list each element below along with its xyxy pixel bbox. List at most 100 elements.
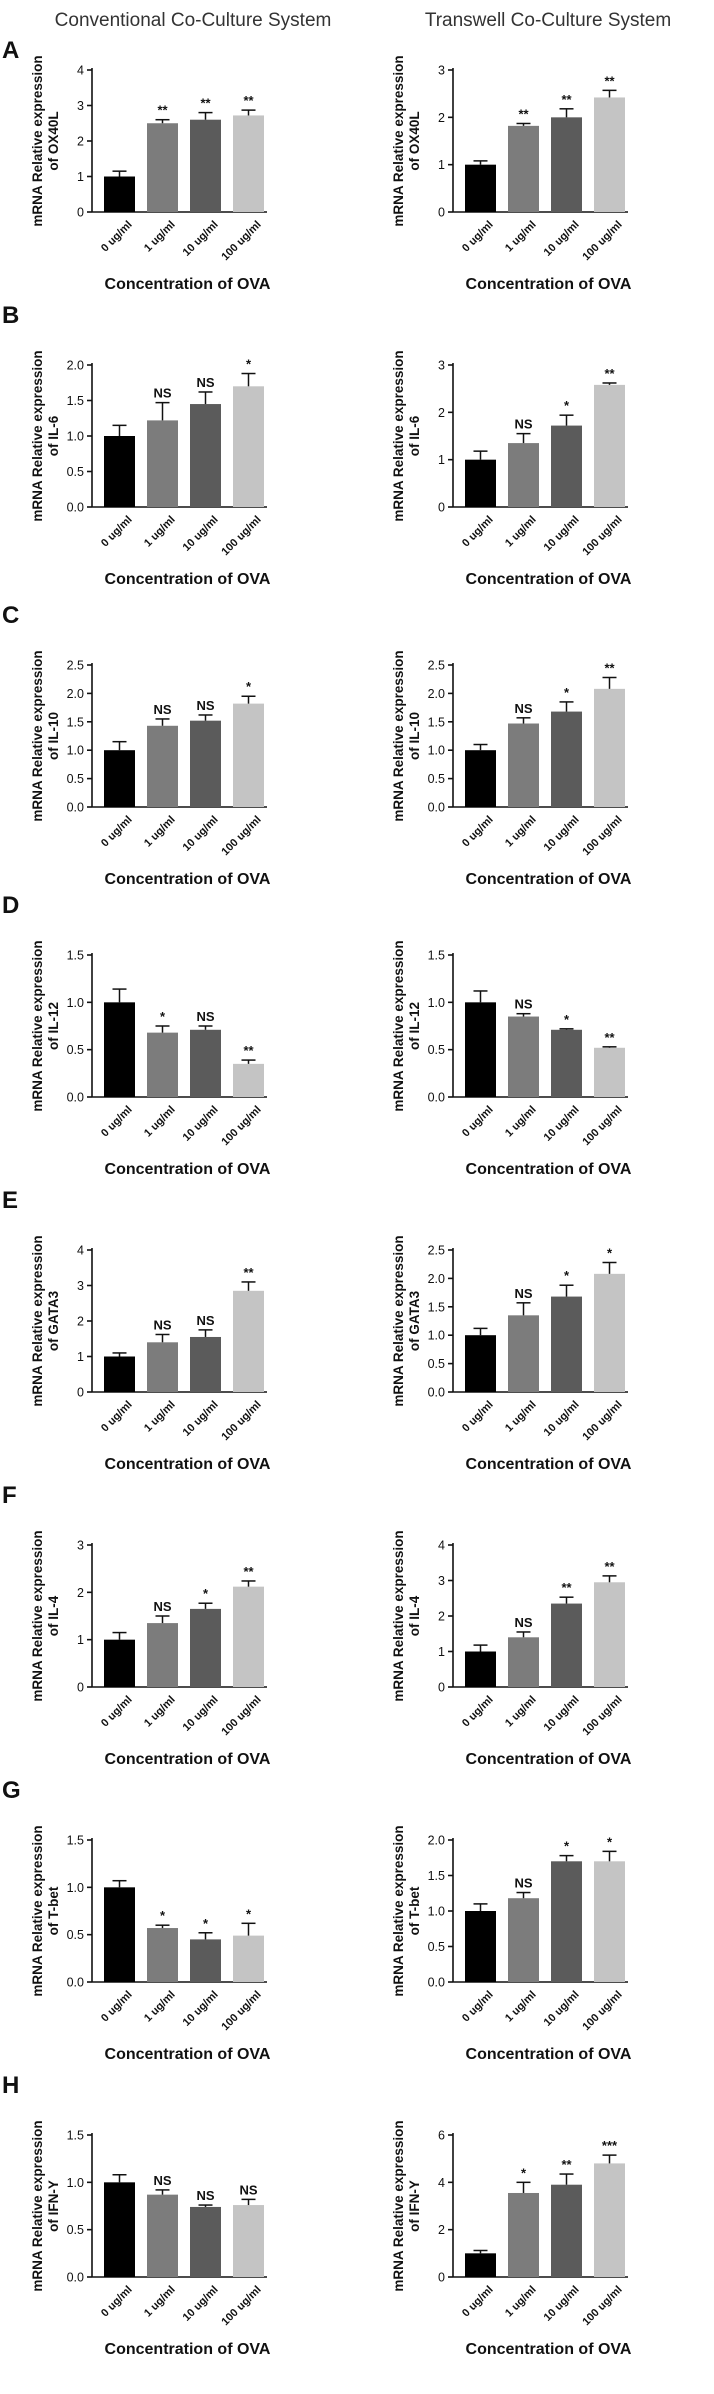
y-axis-label: mRNA Relative expressionof IL-10 — [30, 650, 61, 821]
significance-label: ** — [157, 103, 168, 118]
significance-label: NS — [514, 1615, 532, 1630]
category-label: 100 ug/ml — [219, 514, 263, 558]
x-axis-label: Concentration of OVA — [466, 1456, 632, 1473]
y-tick-label: 2.5 — [428, 659, 445, 673]
category-label: 10 ug/ml — [181, 814, 221, 854]
bar — [465, 1335, 496, 1392]
significance-label: ** — [604, 1030, 615, 1045]
bar — [508, 2192, 539, 2277]
significance-label: *** — [602, 2138, 618, 2153]
y-tick-label: 1.0 — [67, 2176, 84, 2190]
category-label: 100 ug/ml — [580, 814, 624, 858]
significance-label: ** — [243, 1043, 254, 1058]
category-label: 100 ug/ml — [580, 1694, 624, 1738]
bar — [104, 750, 135, 807]
y-axis-label: mRNA Relative expressionof IL-10 — [391, 650, 422, 821]
category-label: 0 ug/ml — [99, 1399, 135, 1435]
y-tick-label: 1.5 — [67, 394, 84, 408]
bar — [551, 1861, 582, 1982]
category-label: 0 ug/ml — [99, 514, 135, 550]
significance-label: * — [246, 679, 252, 694]
category-label: 100 ug/ml — [219, 814, 263, 858]
x-axis-label: Concentration of OVA — [105, 1456, 271, 1473]
significance-label: ** — [243, 1564, 254, 1579]
y-tick-label: 3 — [438, 64, 445, 78]
y-axis-label: mRNA Relative expressionof T-bet — [30, 1825, 61, 1996]
bar — [551, 425, 582, 507]
significance-label: ** — [243, 93, 254, 108]
category-label: 1 ug/ml — [142, 814, 178, 850]
significance-label: NS — [196, 698, 214, 713]
bar — [147, 1032, 178, 1097]
y-tick-label: 0.5 — [67, 1043, 84, 1057]
y-tick-label: 1 — [77, 170, 84, 184]
category-label: 100 ug/ml — [580, 514, 624, 558]
category-label: 10 ug/ml — [542, 2284, 582, 2324]
bar — [233, 2205, 264, 2277]
bar — [190, 1608, 221, 1687]
bar — [233, 1290, 264, 1392]
bar — [104, 2182, 135, 2277]
y-tick-label: 0.0 — [67, 1976, 84, 1990]
bar — [551, 1296, 582, 1392]
y-tick-label: 1.5 — [428, 1869, 445, 1883]
bar — [104, 436, 135, 507]
panel-h-transwell: mRNA Relative expressionof IFN-Y 0 2 4 6 0 ug… — [391, 2120, 632, 2358]
bar — [465, 164, 496, 212]
bar — [465, 1002, 496, 1097]
significance-label: * — [203, 1916, 209, 1931]
x-axis-label: Concentration of OVA — [466, 1161, 632, 1178]
significance-label: ** — [604, 1559, 615, 1574]
category-label: 1 ug/ml — [142, 219, 178, 255]
category-label: 1 ug/ml — [503, 514, 539, 550]
significance-label: NS — [153, 1599, 171, 1614]
bar — [508, 1898, 539, 1982]
y-tick-label: 3 — [77, 99, 84, 113]
category-label: 1 ug/ml — [142, 1989, 178, 2025]
bar — [465, 1651, 496, 1687]
x-axis-label: Concentration of OVA — [105, 1161, 271, 1178]
category-label: 100 ug/ml — [580, 1399, 624, 1443]
y-tick-label: 2.0 — [428, 1272, 445, 1286]
bar — [508, 1637, 539, 1687]
category-label: 10 ug/ml — [542, 514, 582, 554]
bar — [594, 384, 625, 507]
significance-label: * — [160, 1908, 166, 1923]
bar — [465, 750, 496, 807]
category-label: 100 ug/ml — [580, 1989, 624, 2033]
y-axis-label: mRNA Relative expressionof OX40L — [30, 55, 61, 226]
y-tick-label: 1.0 — [67, 1881, 84, 1895]
category-label: 10 ug/ml — [181, 1104, 221, 1144]
significance-label: ** — [243, 1265, 254, 1280]
significance-label: * — [246, 1906, 252, 1921]
panel-b-transwell: mRNA Relative expressionof IL-6 0 1 2 3 0 ug/… — [391, 350, 632, 588]
y-tick-label: 2.5 — [67, 659, 84, 673]
panel-g-transwell: mRNA Relative expressionof T-bet 0.0 0.5 1.… — [391, 1825, 632, 2063]
bar — [147, 725, 178, 807]
y-tick-label: 1 — [438, 158, 445, 172]
y-tick-label: 0 — [77, 1386, 84, 1400]
x-axis-label: Concentration of OVA — [105, 276, 271, 293]
significance-label: ** — [561, 1580, 572, 1595]
x-axis-label: Concentration of OVA — [466, 276, 632, 293]
bar — [190, 1029, 221, 1097]
y-tick-label: 1.5 — [67, 949, 84, 963]
bar — [594, 688, 625, 807]
x-axis-label: Concentration of OVA — [105, 2046, 271, 2063]
bar — [465, 2253, 496, 2277]
category-label: 0 ug/ml — [99, 1104, 135, 1140]
y-tick-label: 1.5 — [67, 2129, 84, 2143]
bar — [594, 1861, 625, 1982]
category-label: 100 ug/ml — [219, 1694, 263, 1738]
significance-label: ** — [604, 660, 615, 675]
y-axis-label: mRNA Relative expressionof GATA3 — [30, 1235, 61, 1406]
category-label: 0 ug/ml — [460, 1399, 496, 1435]
significance-label: ** — [561, 2157, 572, 2172]
category-label: 1 ug/ml — [503, 1399, 539, 1435]
y-tick-label: 0 — [438, 206, 445, 220]
y-tick-label: 2 — [77, 135, 84, 149]
